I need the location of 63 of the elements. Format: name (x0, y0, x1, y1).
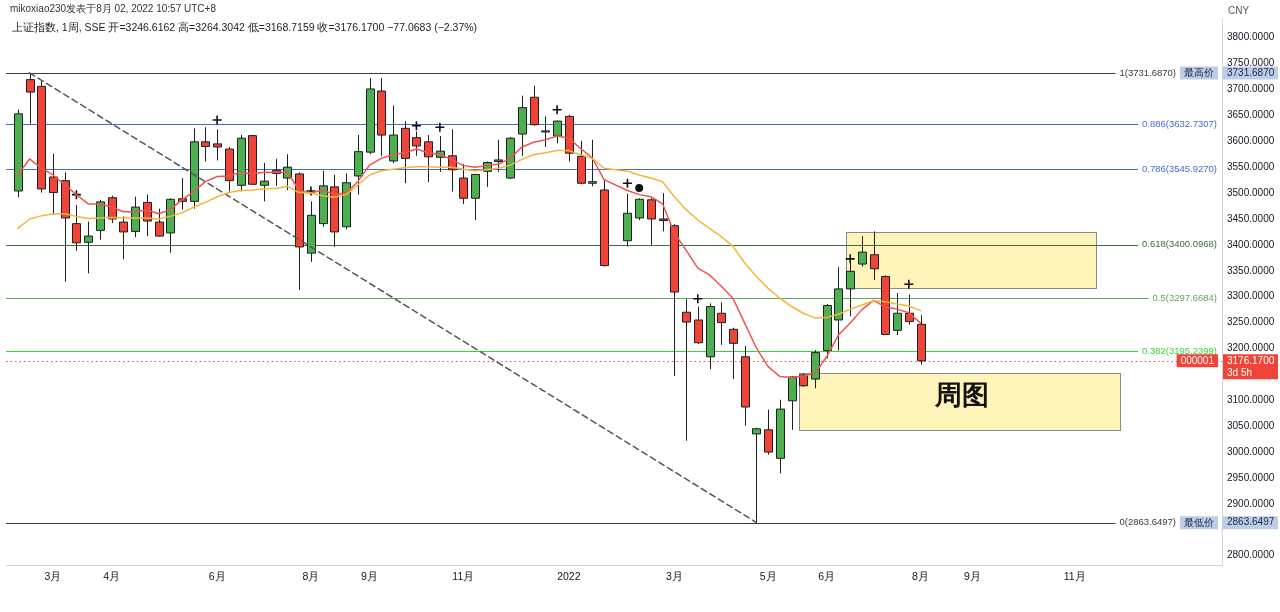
x-tick-label: 8月 (302, 570, 320, 583)
y-tick-label: 3050.0000 (1227, 419, 1275, 431)
candlestick (764, 409, 773, 456)
y-tick-label: 2950.0000 (1227, 471, 1275, 483)
text: 3176.1700 (1227, 354, 1275, 366)
y-tick-label: 3600.0000 (1227, 135, 1275, 147)
x-tick-label: 9月 (964, 570, 981, 583)
candlestick (26, 72, 35, 125)
x-tick-label: 5月 (759, 570, 777, 583)
x-tick-label: 6月 (818, 570, 836, 583)
y-tick-label: 3350.0000 (1227, 264, 1275, 276)
ref-line-label: 0.5(3297.6684) (1152, 291, 1217, 303)
y-tick-label: 3000.0000 (1227, 445, 1275, 457)
y-tick-label: 3250.0000 (1227, 316, 1275, 328)
candlestick (588, 139, 597, 187)
ref-line-label: 0.786(3545.9270) (1141, 162, 1217, 174)
y-tick-label: 3100.0000 (1227, 394, 1275, 406)
y-tick-label: 3750.0000 (1227, 57, 1275, 69)
x-tick-label: 2022 (557, 570, 581, 583)
y-tick-label: 3800.0000 (1227, 31, 1275, 43)
annotation: 最高价 (1184, 67, 1214, 79)
point (635, 183, 644, 192)
ref-line-label: 1(3731.6870) (1119, 66, 1176, 78)
candlestick (178, 177, 187, 211)
ref-line-label: 0.382(3195.2399) (1141, 344, 1217, 356)
x-tick-label: 11月 (452, 570, 475, 583)
y-tick-label: 3550.0000 (1227, 160, 1275, 172)
y-tick-label: 2900.0000 (1227, 497, 1275, 509)
point (692, 293, 704, 305)
chart-title: mikoxiao230发表于8月 02, 2022 10:57 UTC+8 (10, 3, 216, 15)
point (211, 114, 223, 126)
point (903, 278, 915, 290)
annotation: 最低价 (1184, 516, 1214, 528)
candlestick (494, 139, 503, 173)
point (305, 185, 317, 197)
text: 3d 5h (1227, 366, 1253, 378)
y-axis-title: CNY (1228, 4, 1250, 16)
y-tick-label: 3200.0000 (1227, 342, 1275, 354)
ref-line-label: 0.886(3632.7307) (1141, 117, 1217, 129)
x-tick-label: 8月 (912, 570, 929, 583)
chart-subtitle: 上证指数, 1周, SSE 开=3246.6162 高=3264.3042 低=3168.7159 收=3176.1700 −77.0683 (−2.37%) (12, 21, 478, 34)
candlestick (201, 126, 210, 162)
x-tick-label: 3月 (665, 570, 683, 583)
x-tick-label: 3月 (44, 570, 62, 583)
y-tick-label: 3300.0000 (1227, 290, 1275, 302)
annotation: 周图 (934, 379, 989, 411)
y-tick-label: 3500.0000 (1227, 186, 1275, 198)
ref-line-label: 0.618(3400.0968) (1141, 238, 1217, 250)
text: 3731.6870 (1227, 66, 1275, 78)
y-tick-label: 3650.0000 (1227, 109, 1275, 121)
x-tick-label: 11月 (1063, 570, 1086, 583)
point (434, 122, 446, 133)
annotation: 000001 (1180, 355, 1215, 367)
y-tick-label: 3400.0000 (1227, 238, 1275, 250)
x-tick-label: 9月 (361, 570, 378, 583)
ref-line-label: 0(2863.6497) (1119, 516, 1176, 528)
y-tick-label: 3450.0000 (1227, 212, 1275, 224)
point (844, 253, 856, 265)
x-tick-label: 4月 (103, 570, 121, 583)
y-tick-label: 2800.0000 (1227, 549, 1275, 561)
y-tick-label: 3700.0000 (1227, 83, 1275, 95)
text: 2863.6497 (1227, 516, 1275, 528)
x-tick-label: 6月 (208, 570, 226, 583)
